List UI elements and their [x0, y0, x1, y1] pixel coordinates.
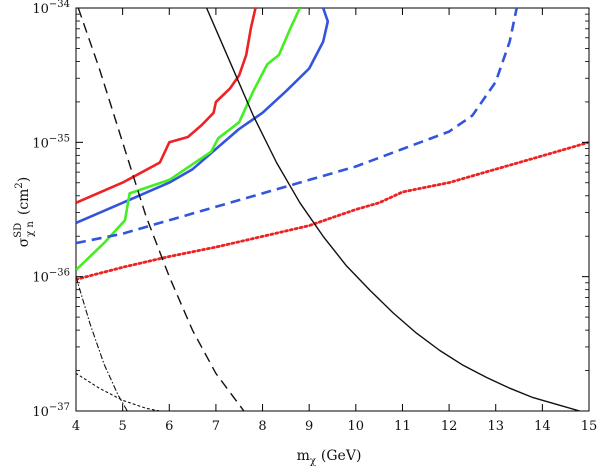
- y-tick-label: 10−35: [32, 133, 70, 151]
- series-line-5: [76, 140, 589, 281]
- series-line-4: [76, 8, 518, 245]
- x-tick-label: 13: [487, 419, 504, 434]
- y-tick-label: 10−36: [32, 268, 70, 286]
- x-tick-label: 6: [165, 419, 173, 434]
- series-line-1: [76, 8, 257, 204]
- x-tick-label: 10: [348, 419, 365, 434]
- y-axis-label: σSDχ n(cm2): [13, 177, 36, 248]
- x-tick-label: 5: [118, 419, 126, 434]
- series-layer: [76, 8, 589, 411]
- labels-layer: 4 5 6 7 8 9 10 11 12 13 14 15 10−37 10−36 10−35 10−34: [32, 0, 597, 434]
- series-line-2: [76, 8, 330, 225]
- series-line-3: [76, 8, 302, 271]
- x-tick-label: 15: [581, 419, 598, 434]
- x-tick-label: 7: [212, 419, 220, 434]
- x-tick-label: 9: [305, 419, 313, 434]
- x-tick-label: 12: [441, 419, 458, 434]
- plot-frame: [75, 7, 590, 412]
- series-line-8: [76, 276, 128, 411]
- ticks-layer: [75, 7, 590, 412]
- x-tick-label: 14: [534, 419, 551, 434]
- x-tick-label: 11: [394, 419, 411, 434]
- x-tick-label: 4: [72, 419, 80, 434]
- x-axis-label: mχ (GeV): [297, 448, 362, 467]
- series-line-6: [205, 8, 580, 411]
- x-tick-label: 8: [258, 419, 266, 434]
- y-tick-label: 10−34: [32, 0, 70, 17]
- y-tick-label: 10−37: [32, 402, 70, 420]
